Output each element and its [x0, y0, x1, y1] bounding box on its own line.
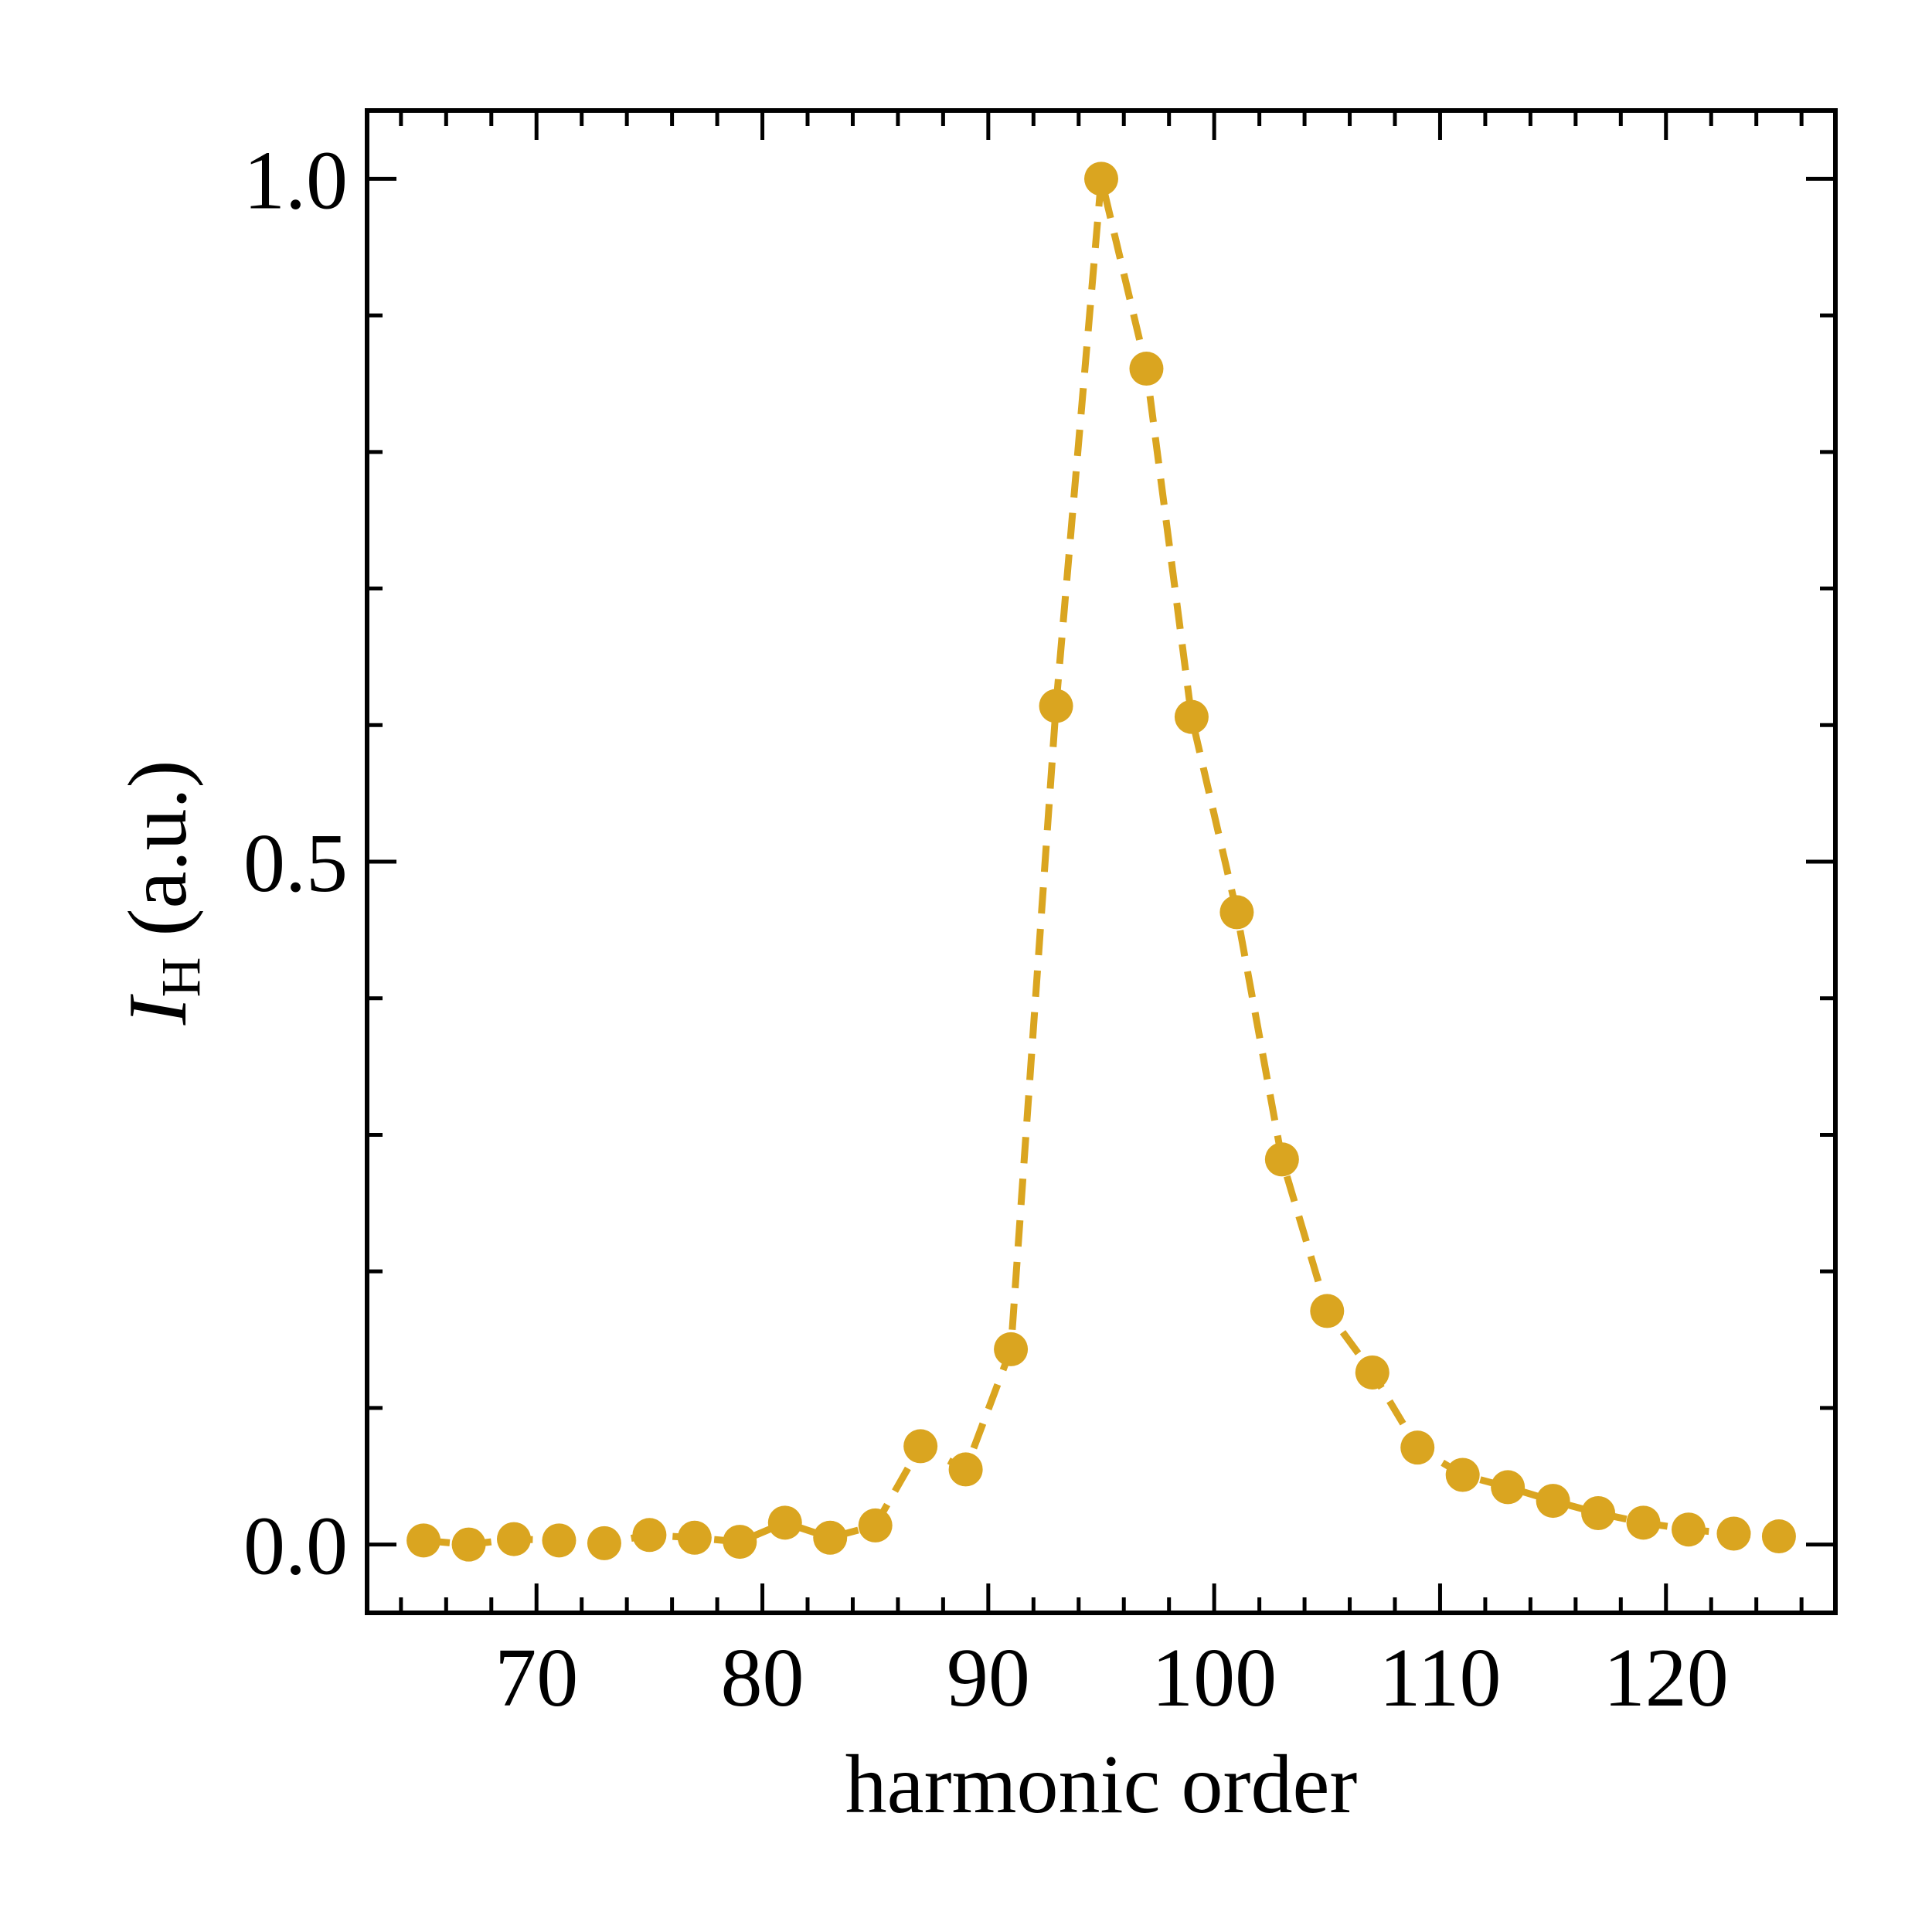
data-point: [1355, 1355, 1389, 1389]
x-tick-label: 80: [721, 1632, 804, 1724]
data-point: [1536, 1484, 1570, 1519]
plot-frame: [365, 108, 1838, 1615]
ticks-layer: [367, 111, 1835, 1613]
data-point: [994, 1332, 1029, 1366]
y-tick-label: 0.0: [243, 1501, 348, 1593]
data-point: [542, 1523, 577, 1558]
data-point: [1716, 1516, 1751, 1551]
y-axis-label-main: I: [112, 993, 204, 1026]
data-point: [1445, 1458, 1480, 1492]
data-point: [406, 1523, 441, 1558]
data-point: [1581, 1495, 1616, 1530]
labels-layer: 70 80 90 100 110 120 0.0 0.5 1.0: [243, 134, 1729, 1724]
x-axis-label: harmonic order: [845, 1739, 1358, 1831]
x-tick-label: 120: [1604, 1632, 1729, 1724]
data-point: [813, 1520, 848, 1555]
x-tick-label: 110: [1379, 1632, 1501, 1724]
data-point: [451, 1527, 486, 1562]
y-axis-label-unit: (a.u.): [112, 760, 204, 957]
data-point: [1491, 1470, 1526, 1505]
series-layer: [406, 162, 1796, 1562]
data-point: [903, 1429, 938, 1464]
data-point: [587, 1526, 621, 1560]
x-tick-label: 100: [1151, 1632, 1277, 1724]
data-point: [1672, 1512, 1706, 1547]
data-point: [1219, 895, 1254, 930]
x-tick-label: 70: [495, 1632, 578, 1724]
y-tick-label: 0.5: [243, 818, 348, 910]
y-axis-label: IH (a.u.): [112, 760, 212, 1026]
x-tick-label: 90: [947, 1632, 1030, 1724]
y-tick-label: 1.0: [243, 134, 348, 226]
data-point: [1129, 352, 1164, 386]
data-point: [1084, 162, 1118, 196]
data-point: [1039, 689, 1073, 723]
data-point: [1400, 1430, 1435, 1465]
data-point: [1264, 1142, 1299, 1177]
data-point: [948, 1452, 983, 1487]
data-point: [632, 1518, 667, 1553]
data-point: [767, 1505, 802, 1540]
data-point: [497, 1522, 531, 1556]
y-axis-label-subscript: H: [150, 957, 212, 997]
data-point: [1174, 699, 1209, 734]
data-point: [1310, 1294, 1345, 1328]
data-point: [1761, 1519, 1796, 1554]
data-point: [1626, 1505, 1661, 1540]
data-point: [723, 1525, 757, 1560]
data-point: [677, 1520, 712, 1555]
data-point: [858, 1508, 893, 1543]
